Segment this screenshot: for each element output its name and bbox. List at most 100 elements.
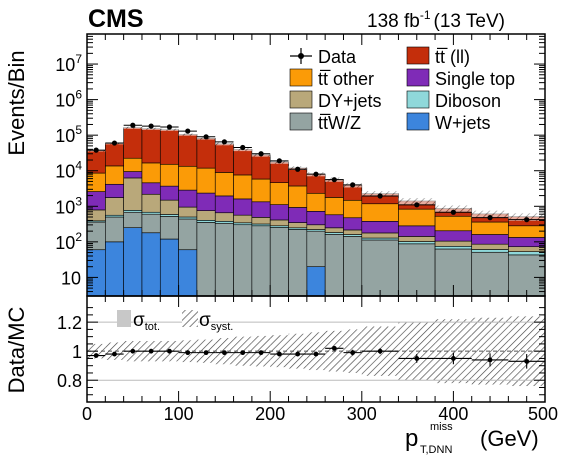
top-y-tick-label: 102 [55,230,82,253]
bar-dyjets [343,229,363,235]
ratio-point-marker [93,353,99,358]
ratio-point [306,351,326,357]
x-tick-label: 300 [347,404,377,424]
ratio-legend-syst-swatch [182,310,198,327]
legend-entry-singletop: Single top [406,68,515,89]
data-point [325,177,344,183]
data-point [196,134,216,140]
mc-uncertainty-bin [398,198,436,205]
ratio-point-marker [148,348,154,354]
top-y-tick-label: 104 [55,159,82,182]
ratio-y-tick-label: 0.8 [57,371,82,391]
bar-ttother [233,174,253,200]
ratio-point [178,350,197,356]
x-tick-label: 500 [528,404,558,424]
data-point [471,215,509,221]
data-point-marker [93,147,99,153]
x-tick-label: 100 [164,404,194,424]
data-point [105,140,124,146]
ratio-point [233,350,252,356]
bar-wjets [105,241,124,297]
data-point-marker [331,177,337,183]
ratio-point-marker [377,348,383,354]
x-axis-label-main: p [405,425,418,452]
ratio-point-marker [130,348,136,354]
ratio-point-marker [222,350,227,356]
mc-uncertainty-bin [178,133,197,136]
bar-dyjets [105,197,124,216]
bar-singletop [398,225,436,237]
data-point [435,209,472,215]
bar-dyjets [324,227,344,233]
top-y-axis-label: Events/Bin [4,50,29,155]
legend-swatch-ttother [289,68,313,87]
ratio-legend-tot-swatch [117,310,131,327]
ratio-point-marker [487,357,493,363]
bar-ttother [288,185,308,208]
bar-ttwz [123,211,143,228]
bar-ttll [251,154,271,180]
x-tick-label: 400 [438,404,468,424]
data-point [87,147,106,153]
bar-singletop [196,192,216,211]
legend-label: Data [318,47,357,67]
top-y-tick-label: 106 [55,88,82,111]
bar-singletop [288,207,308,223]
mc-uncertainty-bin [471,210,509,218]
data-point-marker [350,182,356,188]
ratio-point [343,349,362,356]
bar-ttother [159,163,179,187]
ratio-point [196,350,216,356]
bar-wjets [178,249,198,297]
bar-ttwz [398,243,436,297]
top-y-tick-label: 105 [55,123,82,146]
bar-ttwz [324,234,344,297]
data-point-marker [166,124,173,130]
bar-dyjets [251,217,271,225]
ratio-point [361,348,399,355]
ratio-data-layer [87,345,545,369]
bar-diboson [434,245,473,250]
legend-label: tt̅W/Z [318,113,361,133]
experiment-label: CMS [88,5,144,33]
bar-ttother [361,203,399,222]
bar-ttother [343,199,363,219]
ratio-point [87,353,106,358]
bar-wjets [123,227,143,297]
legend-entry-dyjets: DY+jets [289,90,382,111]
ratio-point-marker [524,358,530,364]
data-point [141,123,161,129]
bar-ttwz [141,213,161,234]
syst-band-bin [306,332,326,371]
x-axis-label-sub: T,DNN [420,444,452,456]
legend-entry-wjets: W+jets [406,112,491,133]
ratio-point-marker [414,356,420,361]
ratio-legend-syst: σsyst. [182,310,233,333]
data-point-marker [111,140,118,146]
legend-label: W+jets [435,113,491,133]
legend-entry-diboson: Diboson [406,90,501,111]
bar-ttother [105,165,124,185]
bar-dyjets [306,224,326,230]
bar-dyjets [361,232,399,239]
bar-ttother [196,167,216,194]
bar-ttwz [233,224,253,297]
ratio-point [435,352,472,365]
bar-ttwz [343,236,363,297]
bar-ttother [141,162,161,184]
legend-swatch-diboson [406,90,430,109]
bar-ttwz [306,230,326,268]
stack-dyjets [86,177,546,252]
bar-ttll [214,143,234,173]
ratio-panel: 0.8 1 1.2 0 100 200 300 400 500 Data/MC σtot. σsy… [4,295,558,424]
bar-ttwz [178,218,198,251]
top-axis-layer: 10 102 103 104 105 106 107 [55,33,546,297]
bar-ttwz [214,222,234,297]
bar-singletop [343,217,363,231]
x-axis-label-unit: (GeV) [480,426,539,451]
ratio-point [160,348,179,354]
ratio-legend-tot-label: σtot. [133,310,160,333]
ratio-point [215,350,234,356]
ratio-point [398,354,436,363]
bar-diboson [196,220,216,223]
